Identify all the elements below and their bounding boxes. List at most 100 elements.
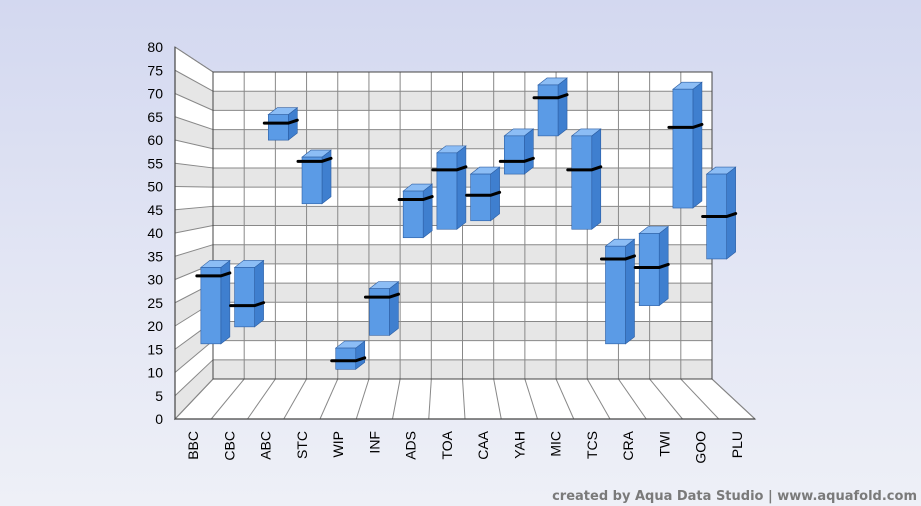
gridline — [174, 139, 214, 150]
x-tick-label-mic: MIC — [548, 431, 564, 457]
gridline — [711, 378, 756, 420]
gridline — [174, 244, 214, 257]
x-tick-label-toa: TOA — [439, 430, 455, 459]
y-tick-label: 80 — [147, 39, 163, 55]
close-marker — [431, 165, 468, 172]
box-side — [422, 183, 433, 239]
box-side — [591, 128, 602, 230]
gridline — [428, 378, 432, 420]
close-marker — [701, 212, 738, 219]
gridline — [174, 186, 214, 188]
x-tick-label-twi: TWI — [656, 431, 672, 457]
x-tick-label-bbc: BBC — [185, 431, 201, 460]
y-tick-label: 70 — [147, 86, 163, 102]
gridline — [174, 162, 214, 169]
gridline — [649, 378, 683, 420]
grid-band — [175, 70, 213, 111]
y-tick-label: 25 — [147, 295, 163, 311]
x-tick-label-caa: CAA — [475, 430, 491, 459]
gridline — [174, 46, 214, 73]
x-tick-label-cra: CRA — [620, 430, 636, 460]
gridline — [174, 340, 214, 373]
box-cra — [605, 245, 626, 345]
y-tick-label: 0 — [155, 411, 163, 427]
gridline — [319, 378, 339, 420]
gridline — [493, 378, 502, 420]
gridline — [555, 378, 575, 420]
y-tick-label: 20 — [147, 318, 163, 334]
y-tick-label: 40 — [147, 225, 163, 241]
x-tick-label-cbc: CBC — [221, 431, 237, 461]
x-tick-label-wip: WIP — [330, 431, 346, 457]
close-marker — [195, 271, 232, 278]
gridline — [174, 69, 214, 92]
box-yah — [504, 135, 525, 175]
grid-band — [175, 163, 213, 188]
gridline — [618, 378, 647, 420]
box-twi — [638, 233, 660, 306]
box-tcs — [571, 135, 593, 230]
box-side — [692, 81, 703, 209]
close-marker — [465, 190, 502, 197]
close-marker — [397, 195, 434, 202]
close-marker — [566, 165, 603, 172]
y-tick-label: 30 — [147, 272, 163, 288]
gridline — [355, 378, 370, 420]
gridline — [462, 378, 466, 420]
gridline — [174, 378, 214, 420]
gridline — [392, 378, 401, 420]
box-side — [456, 145, 467, 230]
box-stc — [301, 156, 323, 205]
close-marker — [667, 122, 704, 129]
box-side — [524, 128, 534, 175]
y-tick-label: 35 — [147, 248, 163, 264]
close-marker — [498, 156, 535, 163]
box-abc — [267, 114, 289, 141]
box-cbc — [234, 267, 255, 328]
gridline — [174, 225, 214, 234]
close-marker — [532, 93, 569, 100]
x-tick-label-tcs: TCS — [584, 431, 600, 459]
y-tick-label: 5 — [155, 388, 163, 404]
y-tick-label: 75 — [147, 62, 163, 78]
box-inf — [369, 288, 390, 336]
grid-band — [175, 116, 213, 149]
box-caa — [470, 173, 491, 222]
box-toa — [436, 152, 458, 230]
box-side — [254, 259, 264, 328]
x-tick-label-inf: INF — [366, 431, 382, 454]
box-goo — [672, 88, 694, 209]
close-marker — [330, 356, 367, 363]
y-tick-label: 55 — [147, 155, 163, 171]
box-side — [389, 281, 399, 336]
y-tick-label: 10 — [147, 365, 163, 381]
grid-band — [175, 359, 213, 419]
gridline — [174, 116, 214, 131]
box-side — [557, 77, 568, 137]
close-marker — [262, 118, 299, 125]
box-bbc — [200, 267, 222, 345]
gridline — [174, 205, 214, 211]
gridline — [586, 378, 611, 420]
gridline — [524, 378, 538, 420]
close-marker — [363, 292, 400, 299]
y-tick-label: 60 — [147, 132, 163, 148]
y-tick-label: 45 — [147, 202, 163, 218]
footer-credit: created by Aqua Data Studio | www.aquafo… — [552, 489, 917, 504]
gridline — [283, 378, 307, 420]
grid-band — [175, 206, 213, 233]
gridline — [680, 378, 720, 420]
gridline — [174, 359, 214, 397]
gridline — [247, 378, 276, 420]
y-tick-label: 65 — [147, 109, 163, 125]
x-tick-label-yah: YAH — [511, 431, 527, 459]
y-tick-label: 15 — [147, 341, 163, 357]
box-ads — [402, 190, 424, 239]
close-marker — [296, 156, 333, 163]
close-marker — [633, 262, 670, 269]
box-wip — [335, 347, 357, 370]
y-tick-label: 50 — [147, 179, 163, 195]
x-tick-label-goo: GOO — [693, 431, 709, 464]
gridline — [174, 93, 214, 111]
